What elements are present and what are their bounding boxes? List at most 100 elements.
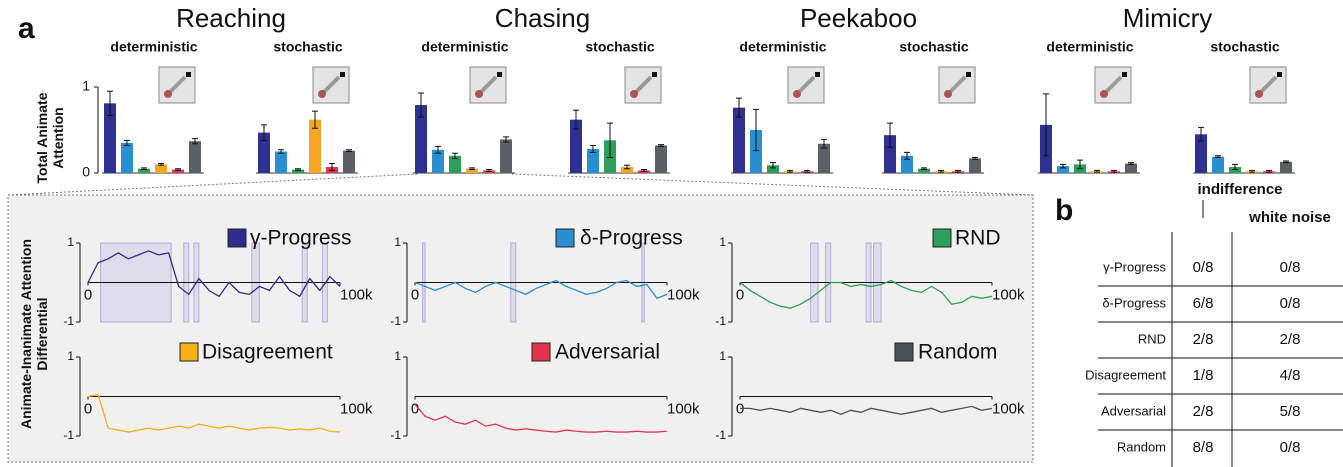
chart-subtitle: stochastic — [899, 39, 968, 55]
inset-box — [8, 195, 1033, 462]
figure: a b Reaching Chasing Peekaboo Mimicry determ… — [0, 0, 1343, 467]
panel-label: b — [1055, 194, 1073, 227]
chart: a b Reaching Chasing Peekaboo Mimicry determ… — [0, 0, 1343, 467]
bar — [1212, 157, 1224, 173]
row-label: Disagreement — [1085, 367, 1166, 382]
task-title: Peekaboo — [800, 3, 917, 33]
row-label: δ-Progress — [1102, 295, 1166, 310]
table-cell: 8/8 — [1193, 439, 1214, 456]
legend-label: γ-Progress — [250, 227, 352, 250]
x-tick-label: 100k — [340, 400, 373, 417]
table-cell: 2/8 — [1193, 403, 1214, 420]
row-label: RND — [1138, 331, 1166, 346]
table-cell: 0/8 — [1193, 259, 1214, 276]
legend-label: Disagreement — [202, 341, 333, 364]
legend-swatch — [933, 229, 951, 247]
table-cell: 0/8 — [1280, 259, 1301, 276]
table-cell: 2/8 — [1193, 331, 1214, 348]
y-axis-label: Total Animate Attention — [34, 83, 66, 193]
legend-swatch — [556, 229, 574, 247]
x-tick-label: 0 — [736, 286, 744, 303]
bar — [1125, 164, 1137, 173]
task-icon — [1122, 72, 1127, 77]
y-tick-label: 1 — [719, 349, 726, 363]
task-icon — [630, 90, 638, 98]
column-header: white noise — [1248, 209, 1331, 226]
task-icon — [1255, 90, 1263, 98]
task-icon — [793, 90, 801, 98]
task-title: Mimicry — [1123, 3, 1213, 33]
task-icon — [164, 90, 172, 98]
table-cell: 2/8 — [1280, 331, 1301, 348]
task-icon — [497, 72, 502, 77]
legend-swatch — [532, 343, 550, 361]
legend-label: Adversarial — [555, 341, 660, 364]
bar — [121, 143, 133, 173]
y-tick-label: -1 — [390, 428, 401, 442]
row-label: Random — [1117, 439, 1166, 454]
legend-label: RND — [955, 227, 1001, 250]
bar — [500, 139, 512, 173]
bar — [189, 141, 201, 173]
chart-subtitle: deterministic — [421, 39, 508, 55]
table-cell: 0/8 — [1280, 295, 1301, 312]
x-tick-label: 0 — [84, 286, 92, 303]
legend-label: Random — [918, 341, 997, 364]
row-label: Adversarial — [1101, 403, 1166, 418]
table-cell: 1/8 — [1193, 367, 1214, 384]
row-label: γ-Progress — [1103, 259, 1166, 274]
x-tick-label: 100k — [992, 286, 1025, 303]
chart-subtitle: stochastic — [273, 39, 342, 55]
x-tick-label: 0 — [411, 400, 419, 417]
column-header: indifference — [1197, 181, 1282, 198]
y-tick-label: 1 — [394, 349, 401, 363]
task-title: Chasing — [495, 3, 590, 33]
x-tick-label: 100k — [667, 286, 700, 303]
legend-swatch — [228, 229, 246, 247]
chart-subtitle: deterministic — [1046, 39, 1133, 55]
legend-label: δ-Progress — [580, 227, 683, 250]
chart-subtitle: deterministic — [739, 39, 826, 55]
y-tick-label: -1 — [715, 428, 726, 442]
y-tick-label: 1 — [719, 235, 726, 249]
chart-subtitle: deterministic — [110, 39, 197, 55]
task-icon — [966, 72, 971, 77]
task-icon — [944, 90, 952, 98]
chart-subtitle: stochastic — [585, 39, 654, 55]
task-icon — [652, 72, 657, 77]
y-tick-label: -1 — [715, 314, 726, 328]
x-tick-label: 0 — [411, 286, 419, 303]
table-cell: 0/8 — [1280, 439, 1301, 456]
panel-label: a — [18, 12, 35, 45]
bar — [969, 158, 981, 173]
x-tick-label: 100k — [667, 400, 700, 417]
y-tick-label: -1 — [63, 428, 74, 442]
y-tick-label: 1 — [67, 349, 74, 363]
y-tick-label: -1 — [63, 314, 74, 328]
task-icon — [475, 90, 483, 98]
table-cell: 6/8 — [1193, 295, 1214, 312]
legend-swatch — [895, 343, 913, 361]
bar — [343, 151, 355, 173]
task-icon — [318, 90, 326, 98]
task-icon — [1277, 72, 1282, 77]
y-tick-label: 1 — [394, 235, 401, 249]
chart-subtitle: stochastic — [1210, 39, 1279, 55]
y-tick-label: 0 — [82, 164, 90, 180]
task-icon — [186, 72, 191, 77]
table-cell: 4/8 — [1280, 367, 1301, 384]
task-icon — [1100, 90, 1108, 98]
bar — [1280, 162, 1292, 173]
y-tick-label: -1 — [390, 314, 401, 328]
task-icon — [340, 72, 345, 77]
bar — [655, 145, 667, 173]
task-title: Reaching — [176, 3, 286, 33]
task-icon — [815, 72, 820, 77]
y-axis-label: Animate-Inanimate Attention Differential — [18, 234, 50, 434]
zoom-line — [512, 174, 1033, 195]
x-tick-label: 100k — [992, 400, 1025, 417]
y-tick-label: 1 — [67, 235, 74, 249]
zoom-line — [8, 174, 418, 195]
x-tick-label: 100k — [340, 286, 373, 303]
x-tick-label: 0 — [84, 400, 92, 417]
